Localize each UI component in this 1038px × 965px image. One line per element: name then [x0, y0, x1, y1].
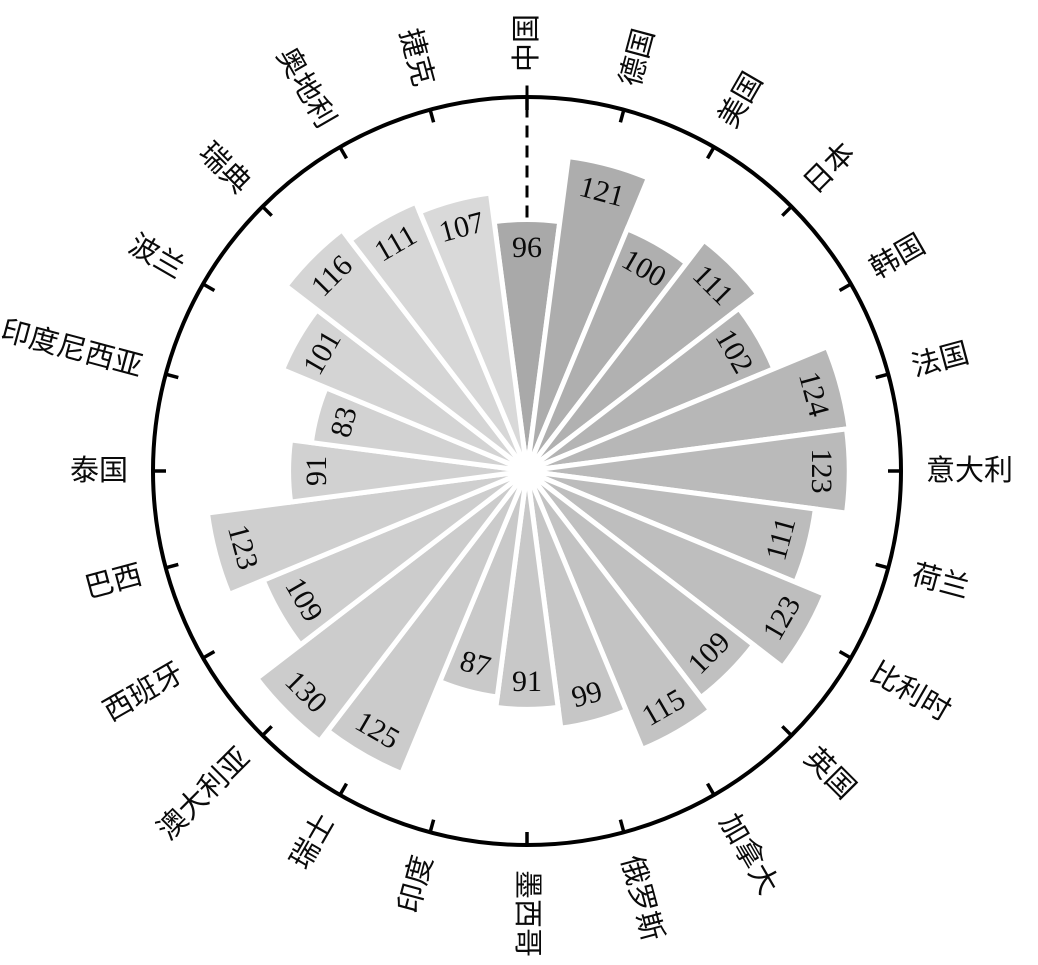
category-label-germany: 德国 — [614, 25, 661, 90]
category-label-spain: 西班牙 — [98, 656, 190, 728]
wedge-brazil — [204, 468, 528, 598]
category-label-japan: 日本 — [797, 136, 861, 200]
wedge-australia — [253, 469, 529, 745]
wedge-mexico — [493, 470, 561, 712]
category-label-thailand: 泰国 — [70, 454, 128, 487]
wedge-belgium — [525, 468, 828, 671]
category-label-russia: 俄罗斯 — [615, 852, 669, 945]
category-label-canada: 加拿大 — [713, 808, 785, 900]
category-label-sweden: 瑞典 — [193, 136, 257, 200]
category-label-switzerland: 瑞士 — [284, 808, 342, 875]
category-label-brazil: 巴西 — [81, 559, 145, 605]
wedge-sweden — [282, 226, 529, 473]
category-label-uk: 英国 — [798, 741, 862, 805]
category-label-australia: 澳大利亚 — [151, 741, 256, 846]
category-label-belgium: 比利时 — [865, 656, 957, 728]
value-label-italy: 123 — [805, 449, 838, 494]
category-label-india: 印度 — [392, 852, 439, 917]
value-label-china: 96 — [512, 231, 542, 264]
category-label-czech: 捷克 — [393, 25, 440, 90]
wedge-russia — [524, 470, 630, 731]
polar-axis-layer — [151, 81, 903, 847]
category-label-italy: 意大利 — [926, 454, 1013, 487]
category-label-china: 中国 — [510, 14, 543, 72]
category-label-usa: 美国 — [712, 67, 770, 134]
category-label-indonesia: 印度尼西亚 — [0, 314, 146, 383]
value-label-mexico: 91 — [512, 665, 542, 698]
category-label-france: 法国 — [908, 336, 973, 383]
wedge-czech — [416, 190, 530, 472]
wedge-japan — [525, 236, 762, 473]
wedge-canada — [524, 469, 714, 753]
category-label-poland: 波兰 — [123, 228, 190, 286]
wedge-austria — [346, 199, 530, 473]
category-label-netherlands: 荷兰 — [908, 558, 973, 605]
wedge-france — [526, 343, 852, 474]
value-label-thailand: 91 — [300, 456, 333, 486]
category-label-mexico: 墨西哥 — [511, 870, 543, 957]
category-label-austria: 奥地利 — [270, 42, 342, 134]
wedge-layer — [204, 153, 852, 777]
wedge-thailand — [286, 437, 528, 505]
category-label-south-korea: 韩国 — [864, 228, 931, 286]
wedge-italy — [526, 426, 852, 516]
